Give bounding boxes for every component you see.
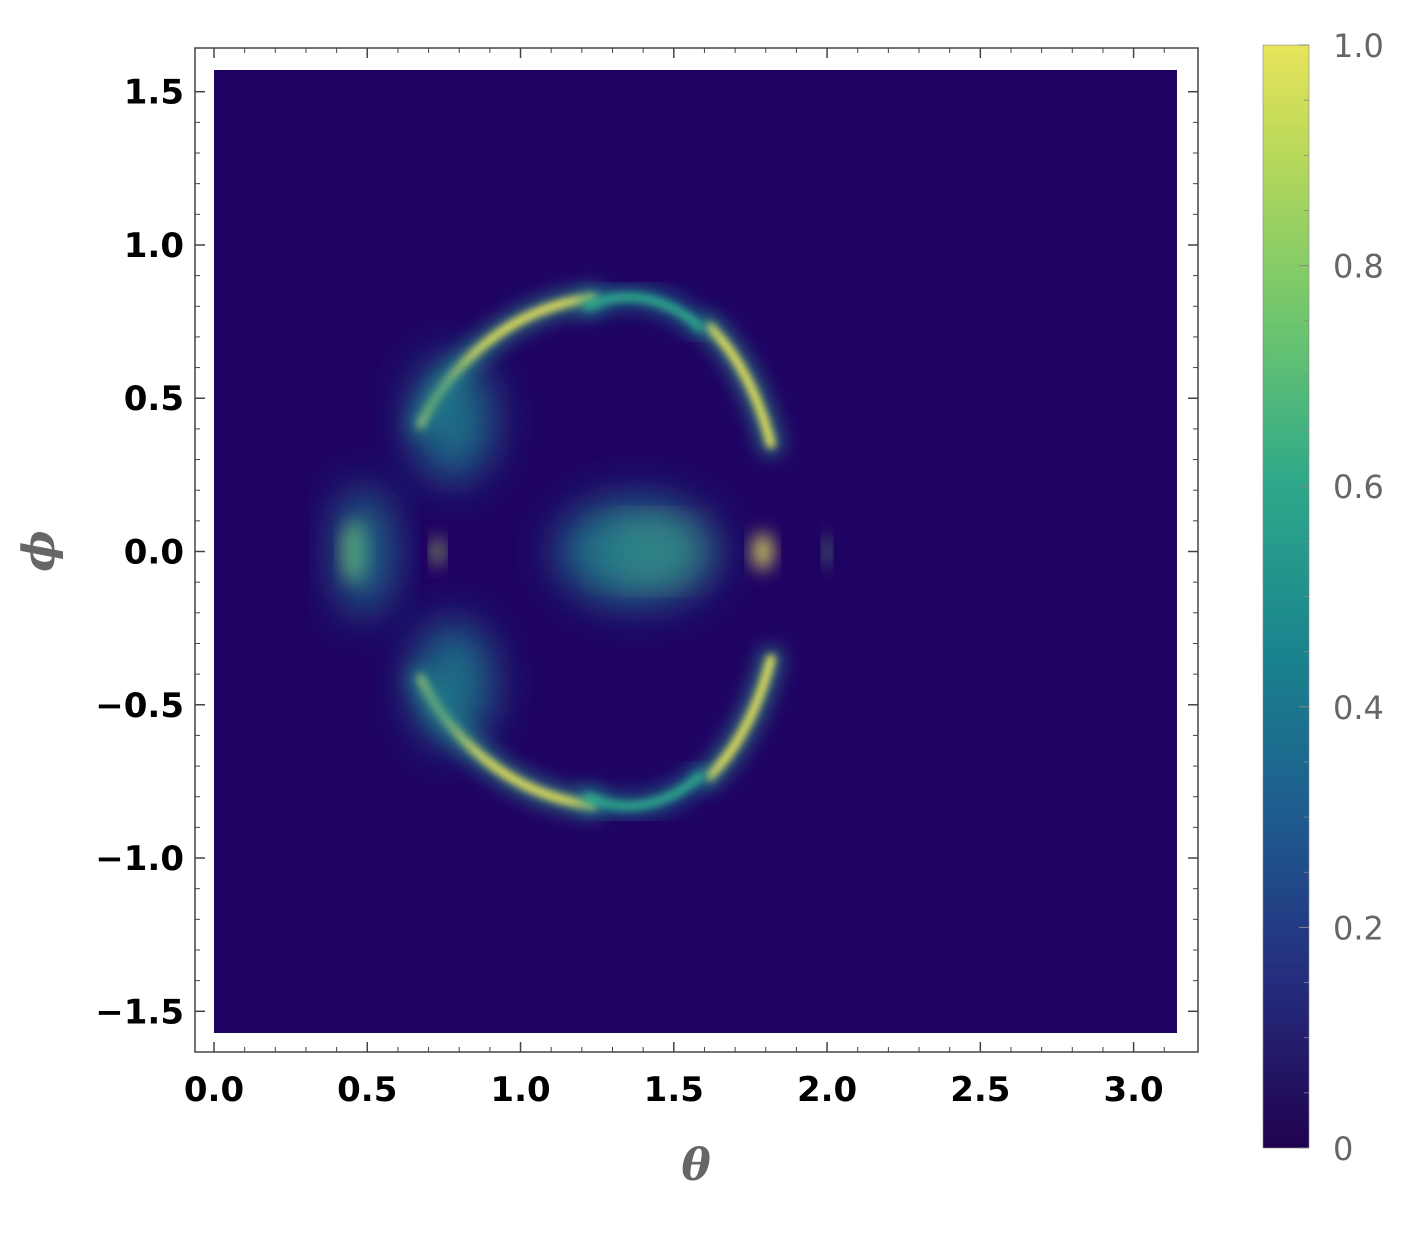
heatmap-left-lobe-glow [336,487,392,616]
x-tick-label: 2.5 [950,1070,1010,1110]
colorbar-tick-label: 0 [1333,1130,1353,1168]
colorbar-ticks: 0 0.2 0.4 0.6 0.8 1.0 [1299,27,1384,1168]
y-tick-label: 0.5 [124,379,184,419]
y-tick-label: −1.5 [95,992,184,1032]
x-tick-label: 1.5 [644,1070,704,1110]
heatmap-left-small-spot [432,537,443,566]
y-tick-label: −1.0 [95,839,184,879]
y-axis-ticks: 1.5 1.0 0.5 0.0 −0.5 −1.0 −1.5 [95,73,1198,1032]
heatmap-central-glow [557,499,717,604]
heatmap-upper-left-wing [413,358,493,481]
x-tick-label: 3.0 [1103,1070,1163,1110]
y-tick-label: 0.0 [124,533,184,573]
x-tick-label: 2.0 [797,1070,857,1110]
heatmap-upper-top-arc [583,292,705,332]
heatmap-lower-bottom-arc [583,771,705,811]
y-tick-label: 1.0 [124,226,184,266]
heatmap-upper-right-arc [704,322,776,449]
colorbar-tick-label: 1.0 [1333,27,1384,65]
heatmap-right-small-spot [823,536,831,567]
colorbar-tick-label: 0.6 [1333,468,1384,506]
heatmap-lower-right-arc [704,654,776,781]
heatmap-right-spot [753,533,772,570]
y-axis-title: ϕ [14,530,65,571]
x-axis-title: θ [681,1140,711,1191]
x-tick-label: 1.0 [490,1070,550,1110]
colorbar-tick-label: 0.4 [1333,689,1384,727]
colorbar-tick-label: 0.8 [1333,248,1384,286]
y-tick-label: −0.5 [95,686,184,726]
heatmap-lower-left-wing [413,622,493,745]
heatmap-features [336,284,831,819]
x-tick-label: 0.5 [337,1070,397,1110]
y-tick-label: 1.5 [124,73,184,113]
colorbar [1262,44,1310,1149]
x-axis-ticks: 0.0 0.5 1.0 1.5 2.0 2.5 3.0 [184,48,1165,1110]
x-tick-label: 0.0 [184,1070,244,1110]
colorbar-tick-label: 0.2 [1333,909,1384,947]
